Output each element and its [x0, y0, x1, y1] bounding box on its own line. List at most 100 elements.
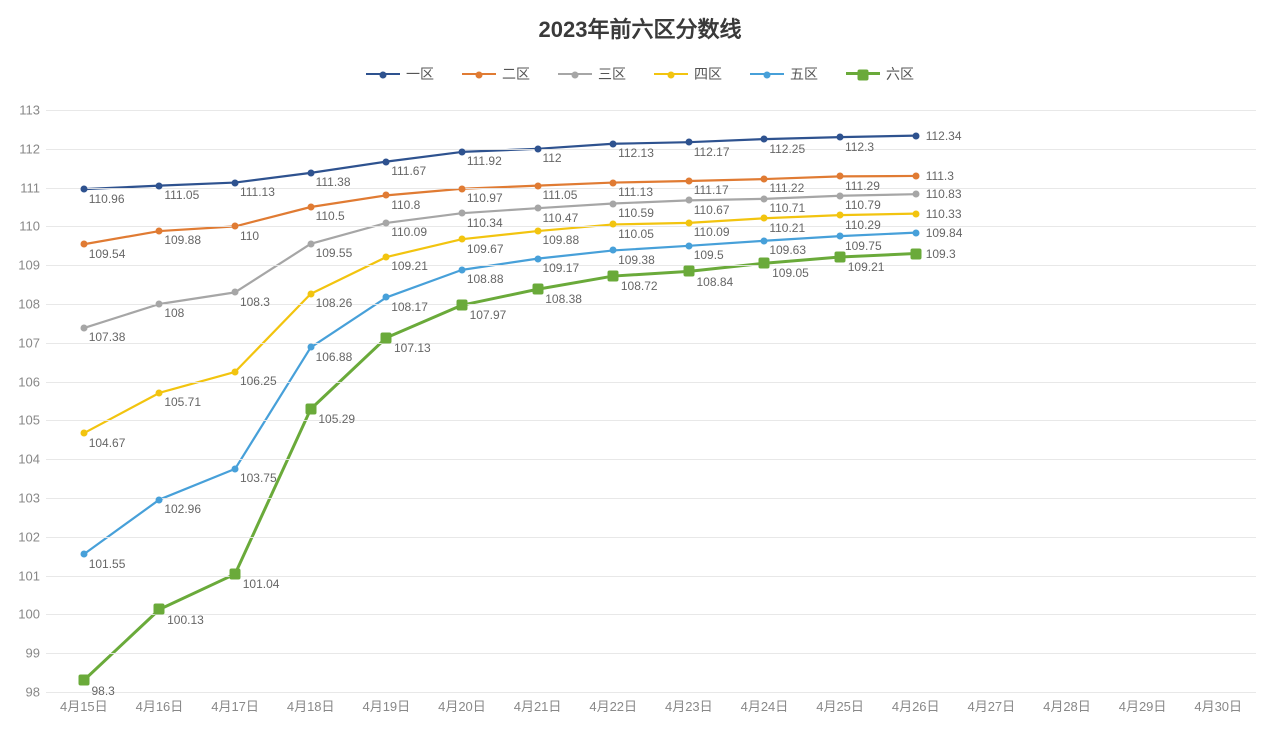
- value-label: 106.25: [240, 374, 277, 388]
- data-point: [685, 197, 692, 204]
- value-label: 101.04: [243, 577, 280, 591]
- value-label: 100.13: [167, 613, 204, 627]
- value-label: 109.75: [845, 239, 882, 253]
- value-label: 110.97: [467, 191, 503, 205]
- value-label: 102.96: [164, 502, 201, 516]
- value-label: 110.83: [926, 187, 962, 201]
- data-point: [307, 240, 314, 247]
- data-point: [761, 195, 768, 202]
- data-point: [156, 496, 163, 503]
- y-axis-label: 106: [18, 374, 46, 389]
- value-label: 110.21: [769, 221, 805, 235]
- y-axis-label: 109: [18, 258, 46, 273]
- value-label: 108.17: [391, 300, 428, 314]
- legend-label: 五区: [790, 64, 818, 84]
- value-label: 110.34: [467, 216, 503, 230]
- data-point: [383, 192, 390, 199]
- value-label: 112.3: [845, 140, 874, 154]
- data-point: [610, 221, 617, 228]
- data-point: [154, 604, 165, 615]
- legend-label: 一区: [406, 64, 434, 84]
- value-label: 110.5: [316, 209, 345, 223]
- legend-item: 四区: [654, 64, 722, 84]
- data-point: [383, 158, 390, 165]
- x-axis-label: 4月23日: [665, 692, 713, 715]
- data-point: [383, 294, 390, 301]
- value-label: 110.67: [694, 203, 730, 217]
- gridline: [46, 304, 1256, 305]
- value-label: 109.5: [694, 248, 724, 262]
- value-label: 111.3: [926, 169, 954, 183]
- value-label: 110.8: [391, 198, 420, 212]
- gridline: [46, 110, 1256, 111]
- data-point: [683, 266, 694, 277]
- value-label: 109.88: [164, 233, 201, 247]
- data-point: [610, 247, 617, 254]
- data-point: [230, 569, 241, 580]
- data-point: [534, 145, 541, 152]
- x-axis-label: 4月29日: [1119, 692, 1167, 715]
- legend: 一区二区三区四区五区六区: [0, 62, 1280, 84]
- value-label: 110: [240, 229, 259, 243]
- data-point: [610, 140, 617, 147]
- data-point: [837, 134, 844, 141]
- value-label: 111.17: [694, 183, 729, 197]
- y-axis-label: 101: [18, 568, 46, 583]
- value-label: 110.71: [769, 201, 805, 215]
- x-axis-label: 4月17日: [211, 692, 259, 715]
- data-point: [458, 185, 465, 192]
- value-label: 107.13: [394, 341, 431, 355]
- y-axis-label: 108: [18, 297, 46, 312]
- value-label: 105.29: [318, 412, 355, 426]
- value-label: 112.34: [926, 129, 962, 143]
- data-point: [232, 179, 239, 186]
- data-point: [232, 368, 239, 375]
- x-axis-label: 4月18日: [287, 692, 335, 715]
- data-point: [837, 192, 844, 199]
- x-axis-label: 4月27日: [967, 692, 1015, 715]
- value-label: 103.75: [240, 471, 277, 485]
- data-point: [685, 178, 692, 185]
- value-label: 111.05: [164, 188, 199, 202]
- value-label: 108: [164, 306, 184, 320]
- data-point: [383, 219, 390, 226]
- legend-item: 一区: [366, 64, 434, 84]
- data-point: [610, 200, 617, 207]
- value-label: 110.05: [618, 227, 654, 241]
- value-label: 111.22: [769, 181, 804, 195]
- data-point: [534, 255, 541, 262]
- data-point: [837, 212, 844, 219]
- data-point: [156, 182, 163, 189]
- data-point: [458, 148, 465, 155]
- data-point: [80, 551, 87, 558]
- data-point: [912, 210, 919, 217]
- x-axis-label: 4月24日: [741, 692, 789, 715]
- y-axis-label: 107: [18, 335, 46, 350]
- data-point: [685, 219, 692, 226]
- y-axis-label: 113: [19, 103, 46, 118]
- data-point: [156, 389, 163, 396]
- value-label: 112.17: [694, 145, 730, 159]
- value-label: 107.38: [89, 330, 126, 344]
- value-label: 111.05: [542, 188, 577, 202]
- value-label: 112.25: [769, 142, 805, 156]
- value-label: 98.3: [92, 684, 115, 698]
- value-label: 109.54: [89, 247, 126, 261]
- data-point: [685, 242, 692, 249]
- value-label: 110.09: [391, 225, 427, 239]
- data-point: [912, 229, 919, 236]
- value-label: 110.59: [618, 206, 654, 220]
- value-label: 110.09: [694, 225, 730, 239]
- legend-swatch: [750, 73, 784, 75]
- value-label: 111.38: [316, 175, 351, 189]
- legend-item: 六区: [846, 64, 914, 84]
- data-point: [305, 404, 316, 415]
- value-label: 109.84: [926, 226, 963, 240]
- data-point: [458, 236, 465, 243]
- value-label: 110.33: [926, 207, 962, 221]
- value-label: 108.38: [545, 292, 582, 306]
- data-point: [534, 205, 541, 212]
- data-point: [232, 223, 239, 230]
- data-point: [761, 176, 768, 183]
- data-point: [837, 233, 844, 240]
